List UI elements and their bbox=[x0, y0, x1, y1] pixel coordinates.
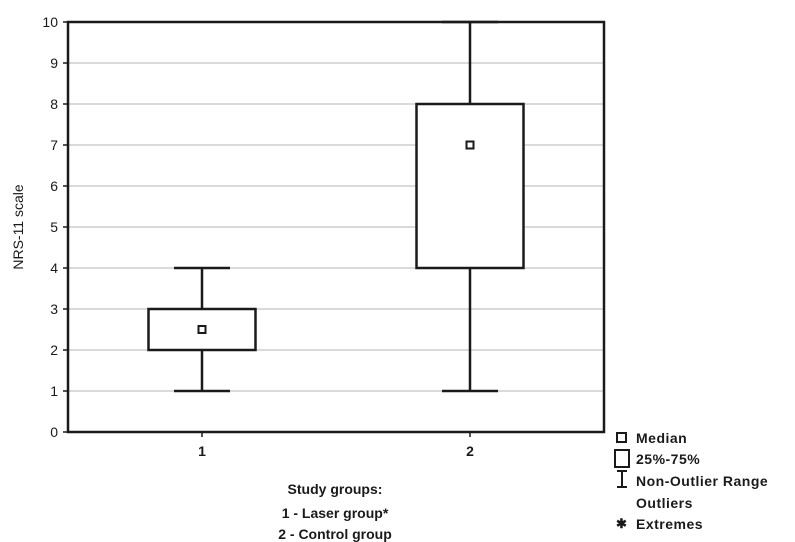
legend-item-iqr: 25%-75% bbox=[614, 447, 794, 470]
y-tick-label: 5 bbox=[50, 219, 58, 235]
box-2 bbox=[415, 20, 525, 393]
y-tick-label: 1 bbox=[50, 383, 58, 399]
asterisk-icon: ✱ bbox=[616, 516, 628, 531]
median-marker-icon bbox=[616, 432, 627, 443]
legend-label: Extremes bbox=[636, 516, 704, 532]
legend-item-range: Non-Outlier Range bbox=[614, 470, 794, 492]
box-1 bbox=[147, 266, 257, 393]
x-caption-group-1: 1 - Laser group* bbox=[281, 505, 389, 521]
legend-item-median: Median bbox=[614, 428, 794, 447]
legend: Median 25%-75% Non-Outlier Range Outlier… bbox=[614, 428, 794, 533]
y-tick-label: 3 bbox=[50, 301, 58, 317]
legend-item-outliers: Outliers bbox=[614, 492, 794, 514]
legend-label: Non-Outlier Range bbox=[636, 473, 769, 489]
y-tick-label: 7 bbox=[50, 137, 58, 153]
x-caption-title: Study groups: bbox=[287, 481, 383, 497]
y-tick-label: 2 bbox=[50, 342, 58, 358]
legend-label: Outliers bbox=[636, 495, 693, 511]
legend-label: Median bbox=[636, 430, 688, 446]
y-tick-label: 8 bbox=[50, 96, 58, 112]
y-tick-label: 6 bbox=[50, 178, 58, 194]
y-tick-label: 4 bbox=[50, 260, 58, 276]
median-marker bbox=[197, 325, 207, 334]
box-icon bbox=[614, 449, 630, 468]
legend-label: 25%-75% bbox=[636, 451, 701, 467]
x-caption-group-2: 2 - Control group bbox=[278, 526, 392, 542]
y-tick-label: 10 bbox=[42, 14, 58, 30]
y-tick-label: 9 bbox=[50, 55, 58, 71]
x-tick-label: 1 bbox=[198, 443, 206, 459]
axis-ticks: 0 1 2 3 4 5 6 7 8 9 10 1 2 bbox=[42, 14, 474, 459]
whisker-icon bbox=[617, 470, 627, 488]
y-axis-label: NRS-11 scale bbox=[10, 184, 26, 270]
legend-item-extremes: ✱ Extremes bbox=[614, 514, 794, 533]
x-tick-label: 2 bbox=[466, 443, 474, 459]
iqr-box bbox=[415, 102, 525, 270]
box-series bbox=[147, 20, 525, 393]
median-marker bbox=[465, 140, 475, 150]
y-tick-label: 0 bbox=[50, 424, 58, 440]
